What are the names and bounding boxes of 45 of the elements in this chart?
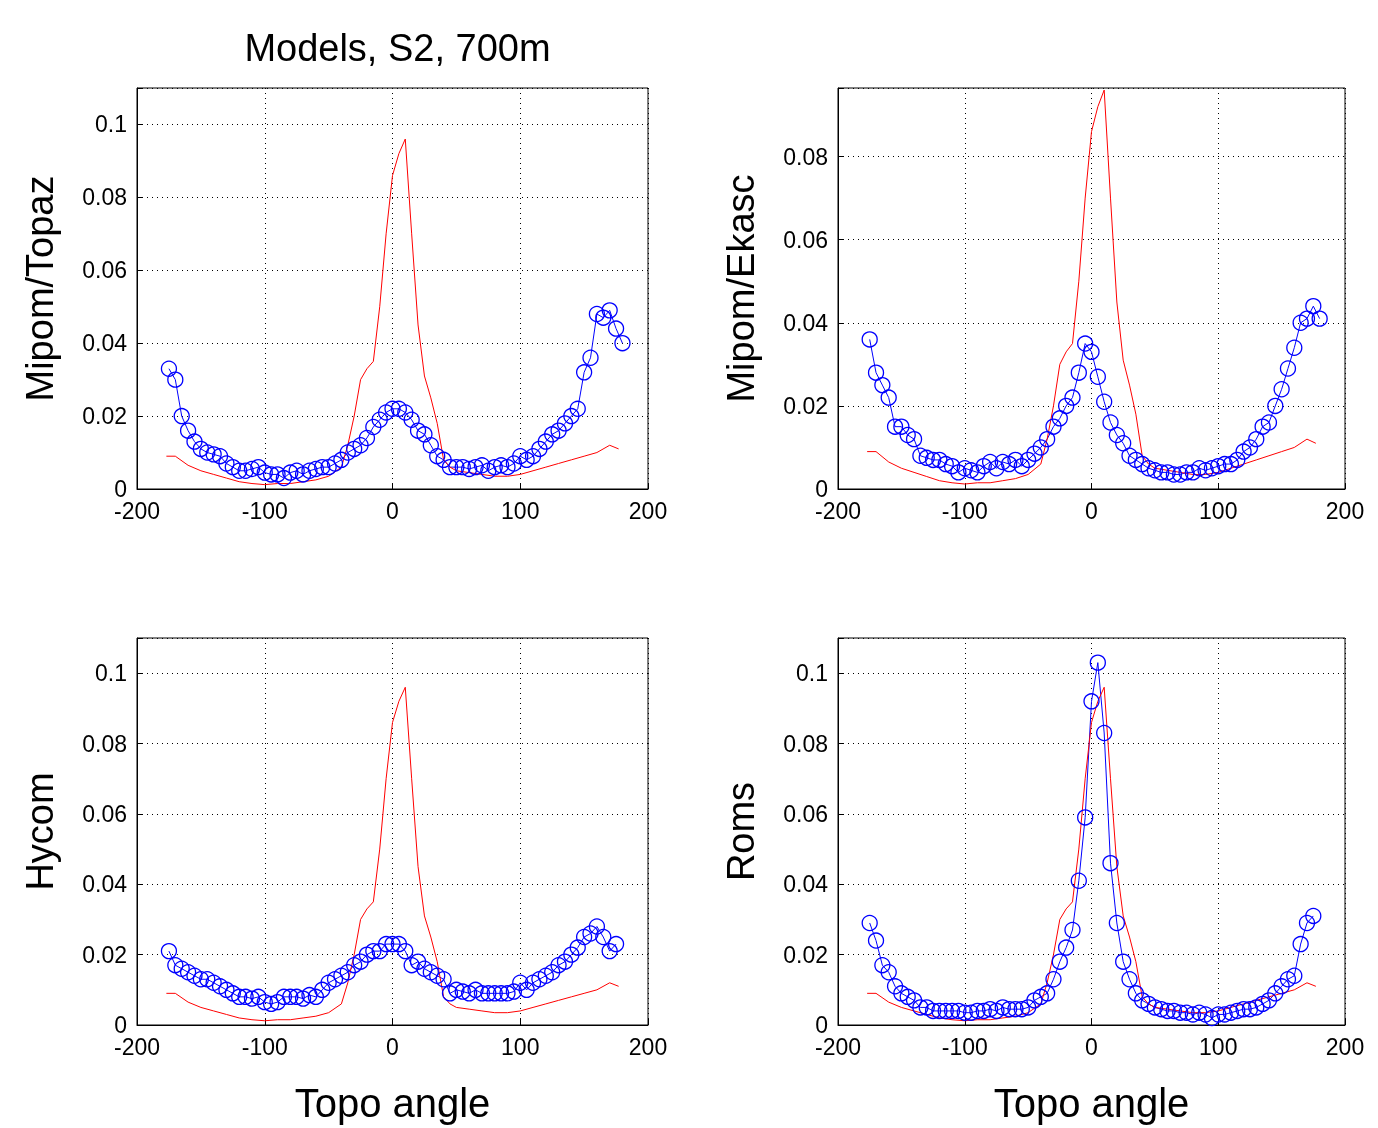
x-tick-label: 200 [628,1033,668,1060]
x-tick-label: 0 [386,1033,399,1060]
x-axis-title: Topo angle [993,1081,1190,1125]
x-tick-label: 100 [1199,1033,1238,1060]
line-series [165,686,620,1022]
y-tick-label: 0.1 [95,111,127,138]
x-tick-label: -100 [241,497,288,524]
y-tick-label: 0.1 [796,660,828,687]
x-tick-label: -100 [941,497,988,524]
x-axis-title: Topo angle [294,1081,491,1125]
y-tick-label: 0.04 [783,309,829,336]
y-axis-title: Mipom/Topaz [19,175,61,402]
y-tick-label: 0.04 [82,871,128,898]
x-tick-label: 200 [1325,497,1365,524]
y-tick-label: 0.02 [82,941,127,968]
y-tick-label: 0.08 [783,730,828,757]
chart-title: Models, S2, 700m [244,27,551,69]
y-axis-title: Mipom/Ekasc [720,174,762,403]
x-tick-label: 200 [1325,1033,1365,1060]
y-tick-label: 0.1 [95,660,127,687]
y-tick-label: 0.08 [82,184,127,211]
y-tick-label: 0.06 [783,226,828,253]
y-tick-label: 0.02 [783,941,828,968]
x-tick-label: -100 [241,1033,288,1060]
y-tick-label: 0.06 [82,257,127,284]
y-tick-label: 0.04 [783,871,829,898]
y-tick-label: 0.08 [82,730,127,757]
x-tick-label: 100 [501,1033,540,1060]
y-tick-label: 0.06 [783,800,828,827]
y-axis-title: Hycom [19,772,61,891]
y-tick-label: 0.02 [783,392,828,419]
x-tick-label: 100 [501,497,540,524]
y-tick-label: 0.06 [82,800,127,827]
x-tick-label: -100 [941,1033,988,1060]
y-tick-label: 0.08 [783,143,828,170]
line-series [165,138,620,486]
x-tick-label: 0 [386,497,399,524]
x-tick-label: 100 [1199,497,1238,524]
x-tick-label: 200 [628,497,668,524]
y-axis-title: Roms [720,781,762,882]
line-series [866,89,1317,485]
x-tick-label: 0 [1085,497,1098,524]
y-tick-label: 0.04 [82,330,128,357]
y-tick-label: 0.02 [82,403,127,430]
x-tick-label: 0 [1085,1033,1098,1060]
